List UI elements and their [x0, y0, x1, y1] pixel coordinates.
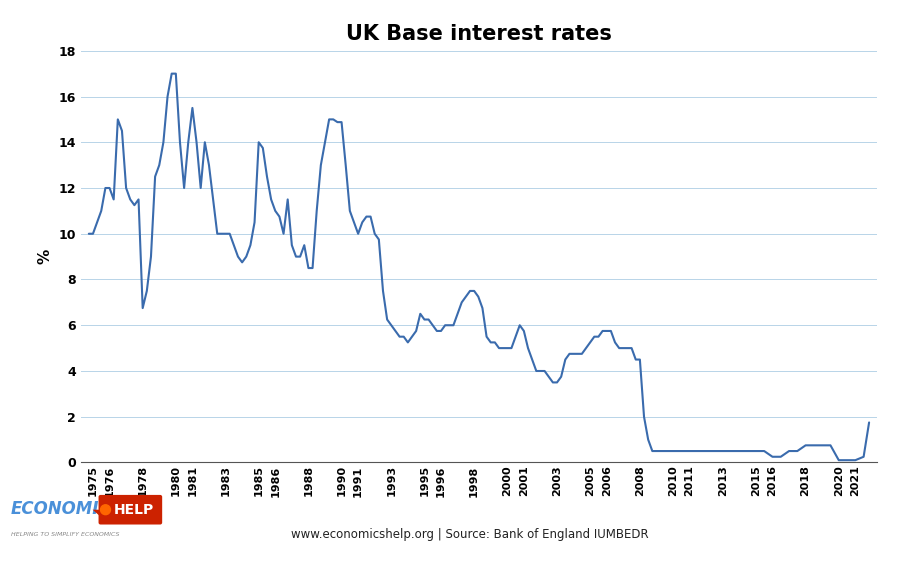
FancyBboxPatch shape — [98, 495, 162, 525]
Text: ECONOMICS: ECONOMICS — [11, 500, 123, 518]
Circle shape — [100, 505, 110, 514]
Polygon shape — [92, 503, 100, 517]
Text: HELPING TO SIMPLIFY ECONOMICS: HELPING TO SIMPLIFY ECONOMICS — [11, 532, 119, 537]
Title: UK Base interest rates: UK Base interest rates — [346, 24, 611, 43]
Text: www.economicshelp.org | Source: Bank of England IUMBEDR: www.economicshelp.org | Source: Bank of … — [291, 528, 648, 541]
Text: HELP: HELP — [114, 503, 154, 517]
Y-axis label: %: % — [38, 249, 52, 265]
